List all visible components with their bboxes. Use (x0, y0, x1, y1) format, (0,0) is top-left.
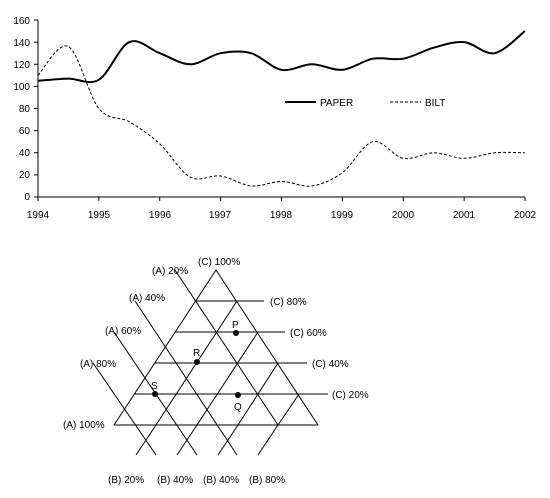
grid-line-ext (217, 424, 239, 456)
label-a: (A) 20% (152, 266, 188, 277)
x-tick-label: 1994 (27, 210, 50, 221)
grid-line-ext (135, 424, 157, 456)
x-tick-label: 2000 (392, 210, 415, 221)
series-line-bilt (37, 45, 526, 187)
y-tick-label: 80 (19, 104, 31, 115)
grid-line-b (134, 300, 238, 456)
y-tick-label: 0 (24, 192, 30, 203)
triangle-outline (113, 269, 319, 426)
label-c: (C) 100% (198, 257, 240, 268)
label-c: (C) 60% (290, 328, 327, 339)
x-tick-label: 1996 (149, 210, 172, 221)
x-tick-label: 1995 (88, 210, 111, 221)
label-b: (B) 20% (108, 475, 144, 486)
grid-line-ext (176, 424, 198, 456)
point-p (233, 330, 239, 336)
ternary-labels: (A) 20% (A) 40% (A) 60% (A) 80% (A) 100%… (63, 257, 369, 486)
grid-line-a (277, 393, 300, 426)
point-label-p: P (232, 320, 239, 331)
legend: PAPER BILT (285, 98, 445, 109)
label-b: (B) 80% (249, 475, 285, 486)
label-a: (A) 40% (129, 293, 165, 304)
grid-line-b (92, 362, 157, 456)
y-tick-label: 40 (19, 148, 31, 159)
point-r (194, 359, 200, 365)
point-label-q: Q (234, 402, 242, 413)
x-tick-label: 2001 (453, 210, 476, 221)
label-b: (B) 40% (203, 475, 239, 486)
line-chart: 0 20 40 60 80 100 120 140 160 1994 1995 … (13, 16, 536, 221)
x-tick-label: 1999 (331, 210, 354, 221)
point-s (152, 391, 158, 397)
series-line-paper (37, 30, 526, 84)
y-tick-label: 140 (13, 38, 30, 49)
legend-label-bilt: BILT (425, 98, 445, 109)
label-c: (C) 80% (270, 297, 307, 308)
grid-line-a (196, 331, 259, 426)
ternary-points: P R S Q (151, 320, 242, 413)
label-a: (A) 80% (80, 359, 116, 370)
y-tick-label: 100 (13, 82, 30, 93)
point-q (235, 392, 241, 398)
label-c: (C) 40% (312, 359, 349, 370)
label-b: (B) 40% (157, 475, 193, 486)
label-a: (A) 60% (105, 326, 141, 337)
grid-line-b (174, 269, 279, 426)
label-a: (A) 100% (63, 420, 105, 431)
x-tick-label: 1997 (209, 210, 232, 221)
legend-label-paper: PAPER (320, 98, 353, 109)
x-tick-label: 2002 (514, 210, 537, 221)
y-tick-label: 20 (19, 170, 31, 181)
x-tick-label: 1998 (270, 210, 293, 221)
y-tick-label: 60 (19, 126, 31, 137)
point-label-r: R (193, 348, 200, 359)
point-label-s: S (151, 381, 158, 392)
label-c: (C) 20% (332, 390, 369, 401)
y-tick-label: 120 (13, 60, 30, 71)
y-tick-label: 160 (13, 16, 30, 27)
grid-line-ext (257, 424, 279, 456)
